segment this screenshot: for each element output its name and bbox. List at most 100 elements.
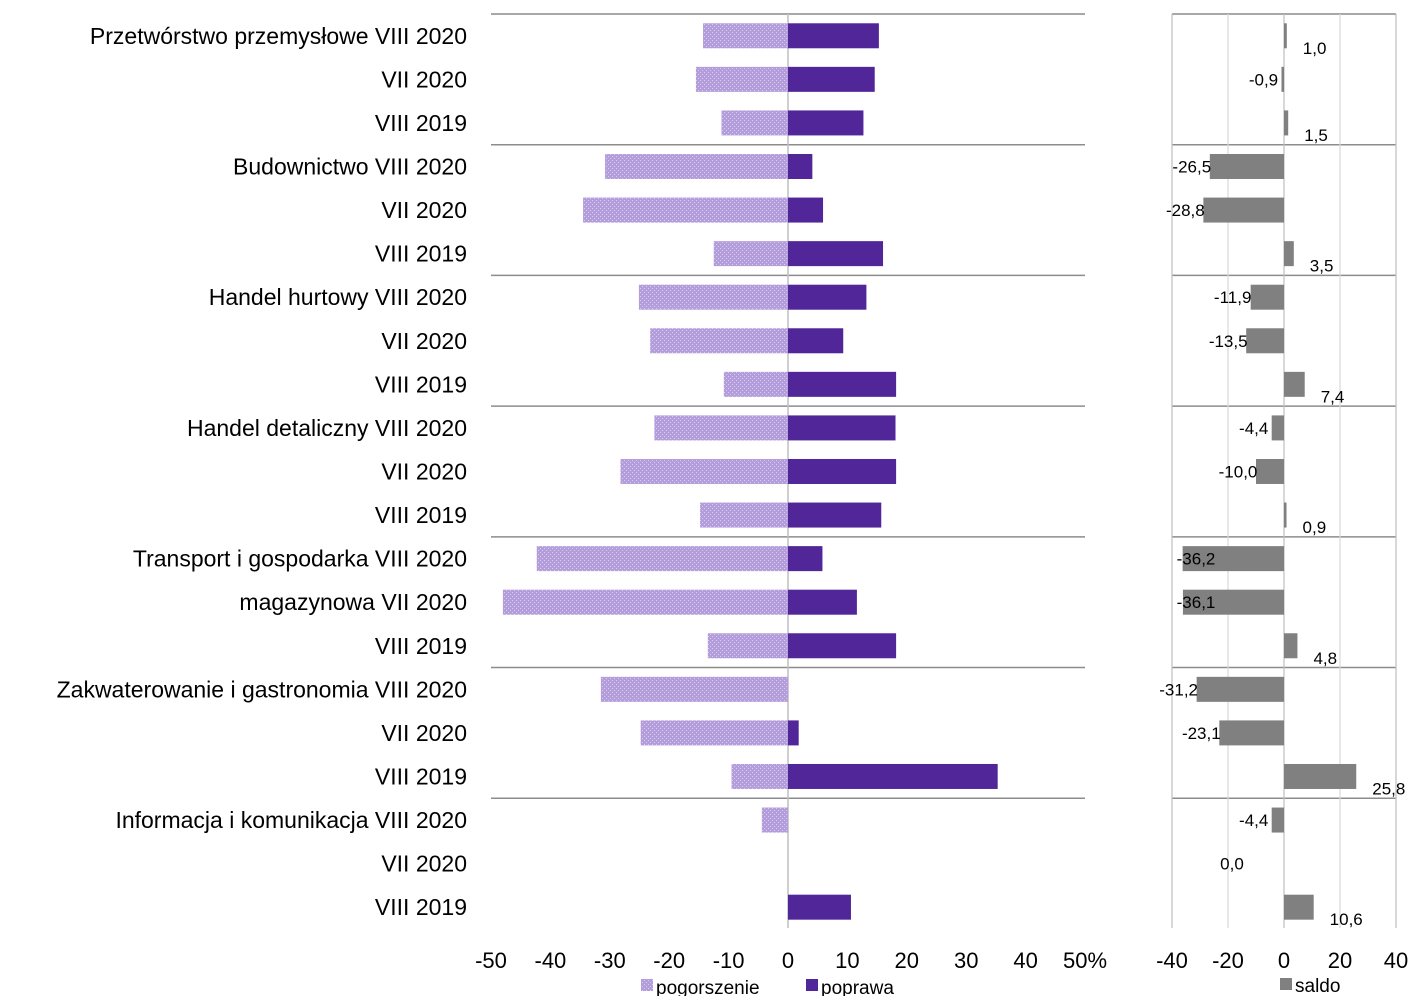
bar-saldo bbox=[1284, 110, 1289, 136]
saldo-data-label: -31,2 bbox=[1159, 680, 1198, 699]
x-tick-label: -20 bbox=[653, 948, 685, 973]
saldo-data-label: -26,5 bbox=[1172, 157, 1211, 176]
bar-pogorszenie bbox=[721, 110, 788, 136]
x-tick-label: -40 bbox=[535, 948, 567, 973]
bar-pogorszenie bbox=[695, 66, 788, 92]
row-label: VII 2020 bbox=[381, 458, 467, 484]
bar-pogorszenie bbox=[707, 633, 788, 659]
bar-saldo bbox=[1271, 415, 1284, 441]
saldo-data-label: -0,9 bbox=[1249, 70, 1278, 89]
bar-pogorszenie bbox=[731, 763, 788, 789]
saldo-x-tick-label: 0 bbox=[1278, 948, 1290, 973]
bar-pogorszenie bbox=[536, 546, 788, 572]
saldo-x-tick-label: -40 bbox=[1156, 948, 1188, 973]
bar-poprawa bbox=[788, 720, 799, 746]
bar-saldo bbox=[1203, 197, 1284, 223]
saldo-data-label: -23,1 bbox=[1182, 724, 1221, 743]
bar-pogorszenie bbox=[640, 720, 788, 746]
bar-pogorszenie bbox=[700, 502, 788, 528]
row-label: Handel hurtowy VIII 2020 bbox=[209, 284, 467, 310]
saldo-data-label: -13,5 bbox=[1209, 332, 1248, 351]
saldo-data-label: -28,8 bbox=[1166, 201, 1205, 220]
bar-pogorszenie bbox=[654, 415, 788, 441]
saldo-data-label: -4,4 bbox=[1239, 811, 1268, 830]
row-label: VII 2020 bbox=[381, 197, 467, 223]
row-label: VII 2020 bbox=[381, 328, 467, 354]
bar-poprawa bbox=[788, 110, 864, 136]
saldo-x-tick-label: 40 bbox=[1384, 948, 1408, 973]
legend-swatch-pogorszenie bbox=[641, 979, 653, 991]
bar-saldo bbox=[1182, 546, 1284, 572]
row-label: VIII 2019 bbox=[375, 371, 467, 397]
row-label: Zakwaterowanie i gastronomia VIII 2020 bbox=[57, 676, 467, 702]
bar-saldo bbox=[1284, 241, 1294, 267]
bar-saldo bbox=[1284, 23, 1287, 49]
bar-saldo bbox=[1284, 894, 1314, 920]
bar-saldo bbox=[1284, 763, 1357, 789]
bar-saldo bbox=[1196, 676, 1284, 702]
bar-pogorszenie bbox=[650, 328, 788, 354]
saldo-data-label: 0,9 bbox=[1303, 518, 1327, 537]
saldo-data-label: -36,1 bbox=[1177, 593, 1216, 612]
bar-poprawa bbox=[788, 371, 897, 397]
row-label: VIII 2019 bbox=[375, 502, 467, 528]
saldo-data-label: 25,8 bbox=[1372, 779, 1405, 798]
bar-poprawa bbox=[788, 284, 867, 310]
bar-saldo bbox=[1246, 328, 1284, 354]
row-label: VIII 2019 bbox=[375, 110, 467, 136]
row-label: VII 2020 bbox=[381, 720, 467, 746]
row-label: Przetwórstwo przemysłowe VIII 2020 bbox=[90, 23, 467, 49]
x-tick-label: -30 bbox=[594, 948, 626, 973]
row-label: VIII 2019 bbox=[375, 763, 467, 789]
bar-poprawa bbox=[788, 415, 896, 441]
bar-layer bbox=[502, 23, 1357, 920]
bar-poprawa bbox=[788, 23, 879, 49]
saldo-data-label: 1,5 bbox=[1304, 126, 1328, 145]
bar-pogorszenie bbox=[600, 676, 788, 702]
bar-poprawa bbox=[788, 502, 882, 528]
saldo-x-tick-label: -20 bbox=[1212, 948, 1244, 973]
saldo-data-label: 1,0 bbox=[1303, 39, 1327, 58]
x-tick-label: -10 bbox=[713, 948, 745, 973]
legend-label-pogorszenie: pogorszenie bbox=[656, 978, 760, 996]
row-label: VIII 2019 bbox=[375, 633, 467, 659]
bar-pogorszenie bbox=[605, 153, 788, 179]
bar-pogorszenie bbox=[583, 197, 788, 223]
bar-poprawa bbox=[788, 458, 897, 484]
saldo-data-label: 4,8 bbox=[1313, 649, 1337, 668]
bar-saldo bbox=[1284, 371, 1305, 397]
bar-saldo bbox=[1281, 66, 1284, 92]
bar-poprawa bbox=[788, 197, 824, 223]
x-tick-label: 50% bbox=[1063, 948, 1107, 973]
row-label: VII 2020 bbox=[381, 851, 467, 877]
x-tick-label: 20 bbox=[895, 948, 919, 973]
legend-swatch-poprawa bbox=[806, 979, 818, 991]
row-label: Informacja i komunikacja VIII 2020 bbox=[115, 807, 467, 833]
bar-poprawa bbox=[788, 241, 884, 267]
legend-label-poprawa: poprawa bbox=[821, 978, 894, 996]
bar-pogorszenie bbox=[502, 589, 788, 615]
row-label: VIII 2019 bbox=[375, 241, 467, 267]
bar-pogorszenie bbox=[723, 371, 788, 397]
x-tick-label: 30 bbox=[954, 948, 978, 973]
chart-frame bbox=[491, 13, 1397, 928]
bar-poprawa bbox=[788, 633, 897, 659]
x-tick-label: 40 bbox=[1013, 948, 1037, 973]
saldo-x-tick-label: 20 bbox=[1328, 948, 1352, 973]
bar-saldo bbox=[1284, 633, 1298, 659]
saldo-data-label: 0,0 bbox=[1220, 855, 1244, 874]
legend: pogorszenie poprawa saldo bbox=[641, 976, 1340, 996]
x-tick-label: -50 bbox=[475, 948, 507, 973]
saldo-data-label: -10,0 bbox=[1219, 462, 1258, 481]
bar-saldo bbox=[1182, 589, 1284, 615]
bar-saldo bbox=[1209, 153, 1284, 179]
saldo-data-label: -11,9 bbox=[1214, 288, 1252, 307]
bar-pogorszenie bbox=[703, 23, 788, 49]
bar-saldo bbox=[1256, 458, 1284, 484]
row-label: Transport i gospodarka VIII 2020 bbox=[133, 546, 467, 572]
row-label: VIII 2019 bbox=[375, 894, 467, 920]
bar-pogorszenie bbox=[620, 458, 788, 484]
bar-poprawa bbox=[788, 66, 875, 92]
saldo-data-label: 3,5 bbox=[1310, 257, 1334, 276]
